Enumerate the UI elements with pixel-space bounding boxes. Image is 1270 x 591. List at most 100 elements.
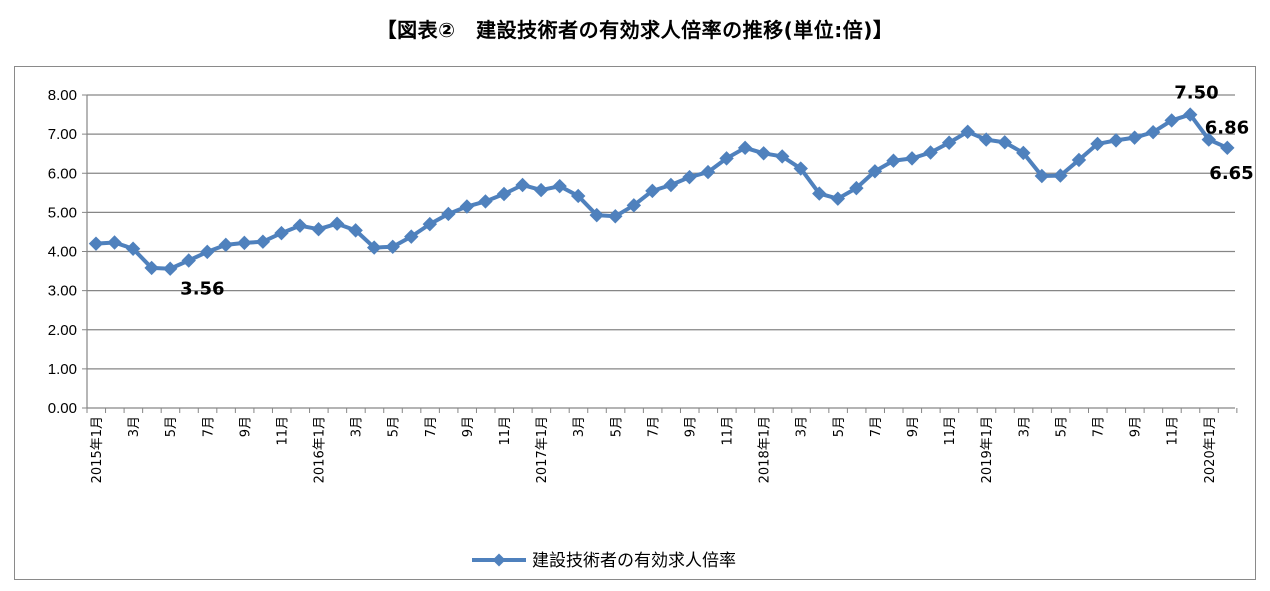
line-chart: 0.00 1.00 2.00 3.00 4.00 5.00 6.00 7.00 8.00 201… xyxy=(48,83,1254,571)
x-tick-label: 9月 xyxy=(906,416,921,437)
data-point xyxy=(1071,152,1087,168)
x-tick-label: 3月 xyxy=(350,416,365,437)
data-point xyxy=(645,183,660,199)
data-point xyxy=(88,236,104,251)
data-point xyxy=(311,221,326,237)
x-tick-label: 7月 xyxy=(1091,416,1106,437)
data-point xyxy=(793,161,808,176)
data-point xyxy=(886,153,901,168)
legend-label: 建設技術者の有効求人倍率 xyxy=(532,551,736,571)
data-point xyxy=(756,146,771,161)
data-point xyxy=(737,140,753,156)
data-point xyxy=(162,261,178,276)
x-tick-label: 5月 xyxy=(832,416,847,437)
data-point xyxy=(663,177,679,193)
y-tick-label: 5.00 xyxy=(48,204,77,221)
data-point xyxy=(441,206,456,222)
data-point xyxy=(1164,113,1179,128)
data-point xyxy=(867,164,883,179)
data-point xyxy=(478,194,493,209)
data-point xyxy=(960,124,975,139)
y-axis: 0.00 1.00 2.00 3.00 4.00 5.00 6.00 7.00 8.00 xyxy=(48,87,88,417)
x-tick-label: 3月 xyxy=(572,416,587,437)
data-point xyxy=(1127,130,1142,145)
data-point xyxy=(979,132,994,147)
data-point xyxy=(997,135,1012,150)
data-point xyxy=(1108,133,1124,148)
data-point xyxy=(1016,145,1031,161)
data-point xyxy=(515,177,530,193)
x-tick-label: 9月 xyxy=(238,416,253,437)
data-point xyxy=(923,145,938,160)
data-label: 6.65 xyxy=(1209,163,1253,184)
data-point xyxy=(1220,140,1235,156)
y-tick-label: 3.00 xyxy=(48,283,77,300)
data-point xyxy=(700,164,716,180)
data-point xyxy=(255,234,271,249)
x-tick-label: 2018年1月 xyxy=(758,416,773,483)
data-label: 6.86 xyxy=(1205,118,1249,139)
data-point xyxy=(237,235,252,251)
x-axis: 2015年1月 3月 5月 7月 9月 11月 2016年1月 3月 5月 7月 9月 11月 2017… xyxy=(86,408,1238,483)
x-tick-label: 3月 xyxy=(795,416,810,437)
legend: 建設技術者の有効求人倍率 xyxy=(472,551,736,571)
y-tick-label: 2.00 xyxy=(48,322,77,339)
x-tick-label: 9月 xyxy=(1129,416,1144,437)
y-tick-label: 8.00 xyxy=(48,87,77,104)
x-tick-label: 7月 xyxy=(201,416,216,437)
x-tick-label: 7月 xyxy=(869,416,884,437)
x-tick-label: 5月 xyxy=(1054,416,1069,437)
data-point xyxy=(496,186,512,202)
data-labels: 3.56 7.50 6.86 6.65 xyxy=(180,83,1254,300)
data-point xyxy=(774,149,790,164)
data-point xyxy=(125,241,141,256)
x-tick-label: 9月 xyxy=(683,416,698,437)
data-label: 7.50 xyxy=(1174,83,1218,104)
data-point xyxy=(366,240,382,255)
data-point xyxy=(144,260,159,276)
x-tick-label: 3月 xyxy=(1017,416,1032,437)
x-tick-label: 11月 xyxy=(498,416,513,446)
x-tick-label: 11月 xyxy=(275,416,290,446)
data-point xyxy=(719,151,734,166)
data-point xyxy=(292,218,308,233)
data-point xyxy=(626,198,642,213)
data-point xyxy=(1090,136,1105,152)
x-tick-label: 2016年1月 xyxy=(313,416,328,483)
x-tick-label: 5月 xyxy=(387,416,402,437)
data-point xyxy=(812,186,827,201)
data-point xyxy=(459,199,475,214)
data-point xyxy=(1145,124,1161,140)
gridlines xyxy=(87,94,1235,409)
data-point xyxy=(329,216,345,231)
data-label: 3.56 xyxy=(180,279,224,300)
data-point xyxy=(533,182,549,198)
data-point xyxy=(570,188,586,204)
data-point xyxy=(1034,168,1050,184)
data-point xyxy=(1183,107,1198,122)
x-tick-label: 3月 xyxy=(127,416,142,437)
x-tick-label: 2015年1月 xyxy=(90,416,105,483)
data-point xyxy=(552,178,567,194)
x-tick-label: 11月 xyxy=(721,416,736,446)
y-tick-label: 6.00 xyxy=(48,165,77,182)
data-point xyxy=(904,151,920,166)
x-tick-label: 11月 xyxy=(943,416,958,446)
data-point xyxy=(385,239,400,255)
x-tick-label: 7月 xyxy=(646,416,661,437)
page-title: 【図表② 建設技術者の有効求人倍率の推移(単位:倍)】 xyxy=(376,18,894,42)
y-tick-label: 4.00 xyxy=(48,244,77,261)
x-tick-label: 9月 xyxy=(461,416,476,437)
x-tick-label: 2020年1月 xyxy=(1203,416,1218,483)
data-point xyxy=(682,169,697,185)
data-point xyxy=(200,244,215,260)
data-point xyxy=(1053,168,1068,183)
data-point xyxy=(107,235,122,250)
data-point xyxy=(348,223,363,238)
series-points xyxy=(88,107,1235,276)
x-tick-label: 5月 xyxy=(164,416,179,437)
data-point xyxy=(941,135,957,150)
data-point xyxy=(589,207,604,223)
y-tick-label: 0.00 xyxy=(48,400,77,417)
x-tick-label: 5月 xyxy=(609,416,624,437)
